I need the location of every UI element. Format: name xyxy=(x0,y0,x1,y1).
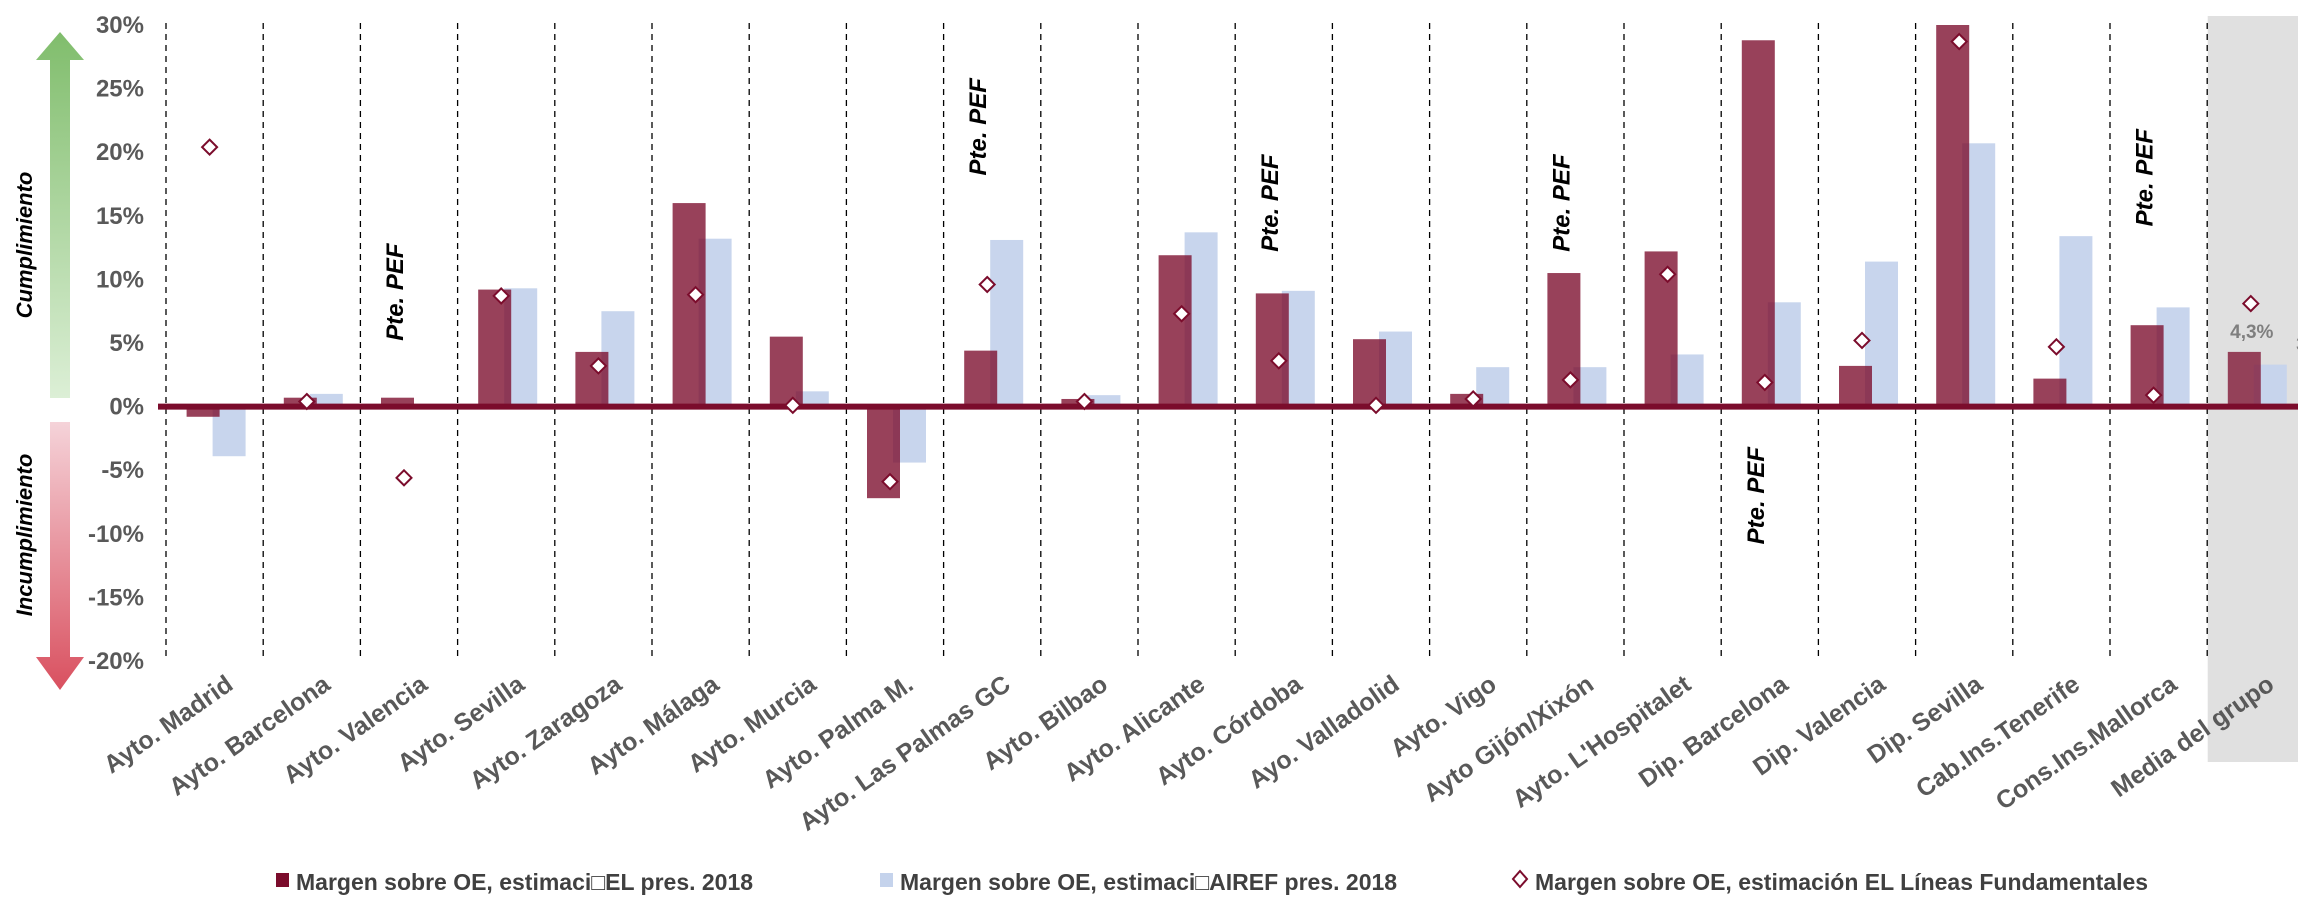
marker-lf-ayto-zaragoza xyxy=(589,356,608,375)
bar-el-ayto-las-palmas-gc xyxy=(964,350,998,407)
marker-lf-ayto-murcia xyxy=(783,396,802,415)
bar-airef-ayto-barcelona xyxy=(309,393,343,407)
marker-lf-ayto-vigo xyxy=(1464,390,1483,408)
legend-label-lf: Margen sobre OE, estimación EL Líneas Fu… xyxy=(1535,869,2148,895)
marker-lf-cons-ins-mallorca xyxy=(2144,386,2163,405)
y-tick-label: 30% xyxy=(96,12,144,39)
marker-lf-cab-ins-tenerife xyxy=(2047,337,2066,356)
marker-lf-ayto-las-palmas-gc xyxy=(978,275,997,294)
marker-lf-dip-sevilla xyxy=(1950,32,1969,51)
bar-airef-ayto-bilbao xyxy=(1087,395,1121,407)
category-label: Ayto. Barcelona xyxy=(164,669,336,801)
bar-el-ayto-madrid xyxy=(186,406,220,417)
y-tick-label: -15% xyxy=(88,584,144,611)
marker-lf-ayto-bilbao xyxy=(1075,392,1094,411)
legend-swatch-el xyxy=(276,873,289,887)
legend-swatch-lf xyxy=(1511,869,1529,889)
bar-airef-cab-ins-tenerife xyxy=(2059,236,2093,407)
legend-label-el: Margen sobre OE, estimaci□EL pres. 2018 xyxy=(296,869,753,895)
bar-el-ayto-gijon-xixon xyxy=(1547,273,1581,407)
marker-lf-ayto-valencia xyxy=(395,468,413,487)
bar-el-ayto-sevilla xyxy=(478,289,512,407)
bar-el-ayto-valencia xyxy=(381,397,414,407)
marker-lf-ayto-gijon-xixon xyxy=(1561,370,1580,389)
bar-el-ayto-malaga xyxy=(672,203,706,407)
bar-el-ayto-cordoba xyxy=(1255,293,1289,407)
y-tick-label: -10% xyxy=(88,521,144,548)
annotation-pte-pef: Pte. PEF xyxy=(2132,128,2159,227)
annotation-pte-pef: Pte. PEF xyxy=(1257,153,1284,252)
annotation-pte-pef: Pte. PEF xyxy=(1548,153,1575,252)
y-tick-label: 10% xyxy=(96,266,144,293)
annotation-pte-pef: Pte. PEF xyxy=(965,77,992,176)
legend-swatch-airef xyxy=(880,873,893,887)
arrow-up-icon xyxy=(36,32,84,398)
marker-lf-ayto-sevilla xyxy=(492,287,511,305)
bar-el-ayto-zaragoza xyxy=(575,351,609,407)
y-tick-label: 25% xyxy=(96,76,144,103)
legend-label-airef: Margen sobre OE, estimaci□AIREF pres. 20… xyxy=(900,869,1397,895)
marker-lf-ayto-palma-m xyxy=(881,472,899,491)
side-label-cumplimiento: Cumplimiento xyxy=(12,172,37,319)
category-label: Cab.Ins.Tenerife xyxy=(1911,670,2085,803)
bar-el-ayo-valladolid xyxy=(1353,339,1386,407)
bar-el-dip-sevilla xyxy=(1936,25,1970,407)
bar-airef-ayto-murcia xyxy=(795,391,829,407)
marker-lf-ayto-alicante xyxy=(1172,304,1191,323)
bar-el-media-del-grupo xyxy=(2227,351,2261,407)
y-tick-label: 20% xyxy=(96,139,144,166)
marker-lf-ayto-malaga xyxy=(686,285,705,304)
category-label: Ayto. L'Hospitalet xyxy=(1507,670,1696,814)
marker-lf-ayo-valladolid xyxy=(1367,396,1385,415)
arrow-down-icon xyxy=(36,422,84,690)
data-label: 4,3% xyxy=(2230,322,2273,343)
side-label-incumplimiento: Incumplimiento xyxy=(12,454,37,617)
annotation-pte-pef: Pte. PEF xyxy=(382,242,409,341)
y-tick-label: -5% xyxy=(101,457,144,484)
y-tick-label: 0% xyxy=(109,394,144,421)
y-tick-label: 5% xyxy=(109,330,144,357)
bar-el-ayto-alicante xyxy=(1158,255,1192,407)
marker-lf-ayto-l-hospitalet xyxy=(1658,265,1677,284)
annotation-pte-pef: Pte. PEF xyxy=(1743,446,1770,545)
marker-lf-ayto-barcelona xyxy=(297,392,316,411)
y-tick-label: -20% xyxy=(88,648,144,675)
marker-lf-ayto-cordoba xyxy=(1269,351,1288,370)
marker-lf-media-del-grupo xyxy=(2241,294,2260,313)
bar-el-dip-barcelona xyxy=(1741,40,1775,407)
bar-el-ayto-murcia xyxy=(769,336,803,407)
category-label: Cons.Ins.Mallorca xyxy=(1991,669,2183,815)
y-tick-label: 15% xyxy=(96,203,144,230)
category-label: Ayto Gijón/Xixón xyxy=(1419,670,1599,808)
marker-lf-dip-valencia xyxy=(1853,331,1871,350)
data-label: 3,3% xyxy=(2296,335,2298,356)
bar-el-dip-valencia xyxy=(1839,365,1872,407)
marker-lf-ayto-madrid xyxy=(200,138,219,157)
marker-lf-dip-barcelona xyxy=(1755,373,1774,392)
bar-el-cab-ins-tenerife xyxy=(2033,378,2067,407)
